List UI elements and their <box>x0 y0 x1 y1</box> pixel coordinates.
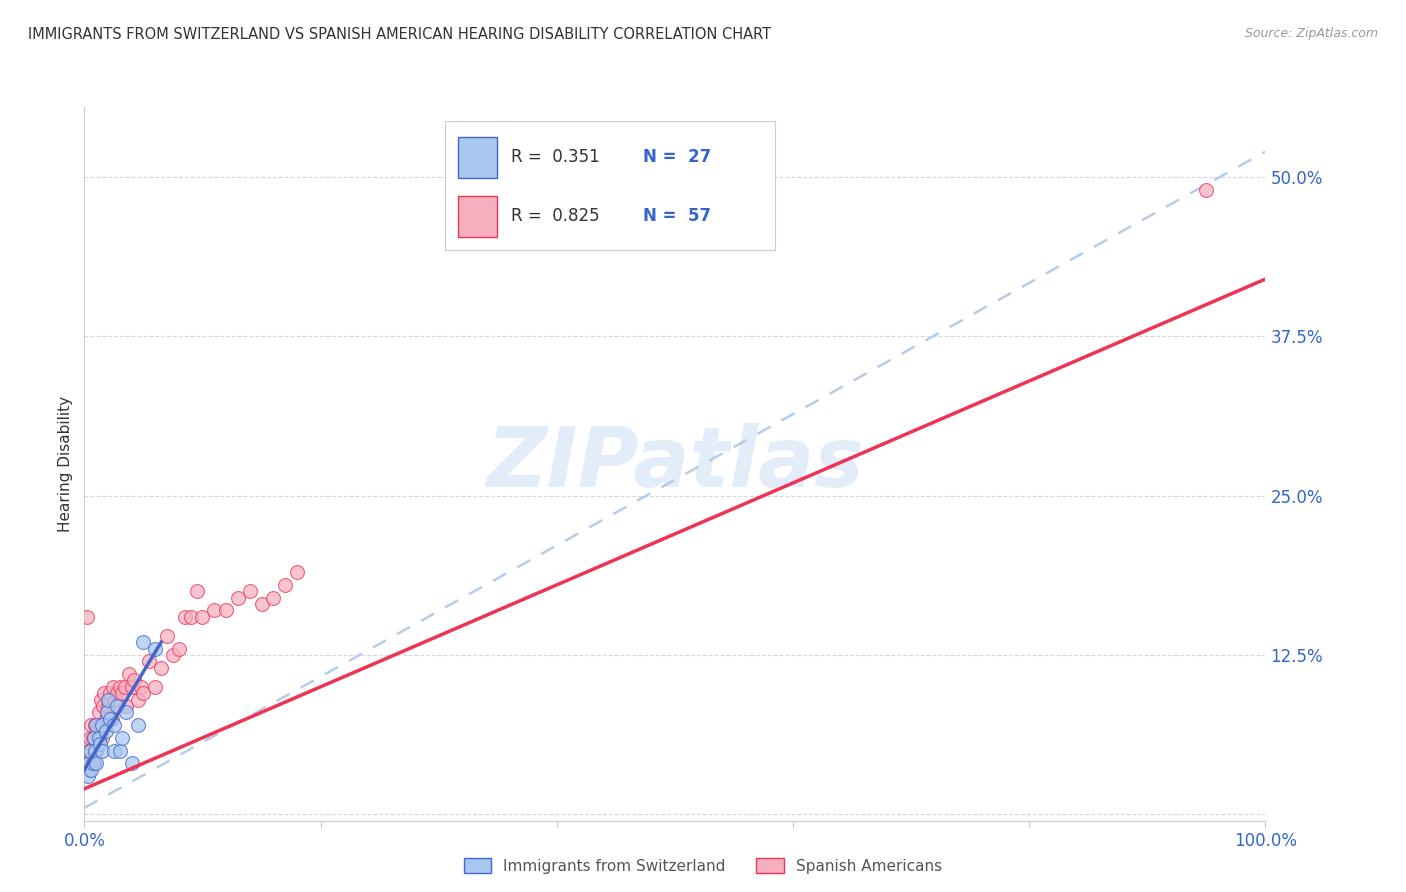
Point <box>103 743 125 757</box>
Point <box>91 718 114 732</box>
Point <box>91 743 114 757</box>
Point <box>76 756 98 771</box>
Point <box>76 609 98 624</box>
Bar <box>458 196 498 237</box>
Point <box>122 673 145 688</box>
Point <box>89 718 111 732</box>
Point <box>77 763 100 777</box>
Point <box>90 692 112 706</box>
Point <box>94 724 117 739</box>
Point <box>77 769 100 783</box>
Point <box>97 692 120 706</box>
Point <box>180 609 202 624</box>
Text: N =  57: N = 57 <box>643 207 711 226</box>
Point <box>114 698 136 713</box>
Point <box>186 584 208 599</box>
Point <box>84 743 107 757</box>
Point <box>262 591 284 605</box>
Point <box>100 712 122 726</box>
Point <box>191 609 214 624</box>
Point <box>202 603 225 617</box>
Text: Source: ZipAtlas.com: Source: ZipAtlas.com <box>1244 27 1378 40</box>
Point <box>80 763 103 777</box>
Point <box>83 731 105 745</box>
Point <box>114 706 136 720</box>
Legend: Immigrants from Switzerland, Spanish Americans: Immigrants from Switzerland, Spanish Ame… <box>457 852 949 880</box>
Y-axis label: Hearing Disability: Hearing Disability <box>58 396 73 532</box>
Point <box>84 718 107 732</box>
Point <box>250 597 273 611</box>
Point <box>96 706 118 720</box>
Point <box>80 743 103 757</box>
Point <box>118 667 141 681</box>
Point <box>156 629 179 643</box>
Text: R =  0.825: R = 0.825 <box>510 207 599 226</box>
Point <box>104 692 127 706</box>
Point <box>108 743 131 757</box>
Point <box>215 603 238 617</box>
Point <box>82 756 104 771</box>
Point <box>173 609 195 624</box>
Point <box>96 706 118 720</box>
Point <box>77 743 100 757</box>
Point <box>226 591 249 605</box>
Point <box>87 731 110 745</box>
Bar <box>458 136 498 178</box>
Point <box>107 686 129 700</box>
Point <box>80 718 103 732</box>
Point <box>107 698 129 713</box>
Point <box>97 698 120 713</box>
Point <box>84 718 107 732</box>
Text: N =  27: N = 27 <box>643 148 711 166</box>
Point <box>87 706 110 720</box>
Point <box>93 686 115 700</box>
Point <box>79 731 101 745</box>
Point <box>143 641 166 656</box>
Point <box>121 680 143 694</box>
Point <box>129 680 152 694</box>
Point <box>108 680 131 694</box>
Point <box>83 756 105 771</box>
Point <box>132 635 155 649</box>
Point <box>103 718 125 732</box>
Point <box>1195 183 1218 197</box>
Text: IMMIGRANTS FROM SWITZERLAND VS SPANISH AMERICAN HEARING DISABILITY CORRELATION C: IMMIGRANTS FROM SWITZERLAND VS SPANISH A… <box>28 27 772 42</box>
Point <box>239 584 262 599</box>
Point <box>77 756 100 771</box>
Point <box>143 680 166 694</box>
Text: R =  0.351: R = 0.351 <box>510 148 599 166</box>
Point <box>101 680 124 694</box>
Point <box>111 731 134 745</box>
Point <box>167 641 190 656</box>
Point <box>84 743 107 757</box>
Point <box>121 756 143 771</box>
Point <box>79 743 101 757</box>
Point <box>114 680 136 694</box>
Point <box>132 686 155 700</box>
Point <box>103 698 125 713</box>
Point <box>89 737 111 751</box>
Point <box>150 661 173 675</box>
Point <box>82 731 104 745</box>
Point <box>162 648 184 662</box>
Point <box>98 712 121 726</box>
Point <box>86 724 108 739</box>
Point <box>84 756 107 771</box>
Point <box>91 698 114 713</box>
Point <box>127 692 149 706</box>
Point <box>98 686 121 700</box>
Point <box>127 718 149 732</box>
Point <box>91 731 114 745</box>
Point <box>285 565 308 579</box>
Point <box>94 712 117 726</box>
Text: ZIPatlas: ZIPatlas <box>486 424 863 504</box>
Point <box>111 686 134 700</box>
Point <box>274 578 297 592</box>
Point <box>98 692 121 706</box>
Point <box>138 654 160 668</box>
